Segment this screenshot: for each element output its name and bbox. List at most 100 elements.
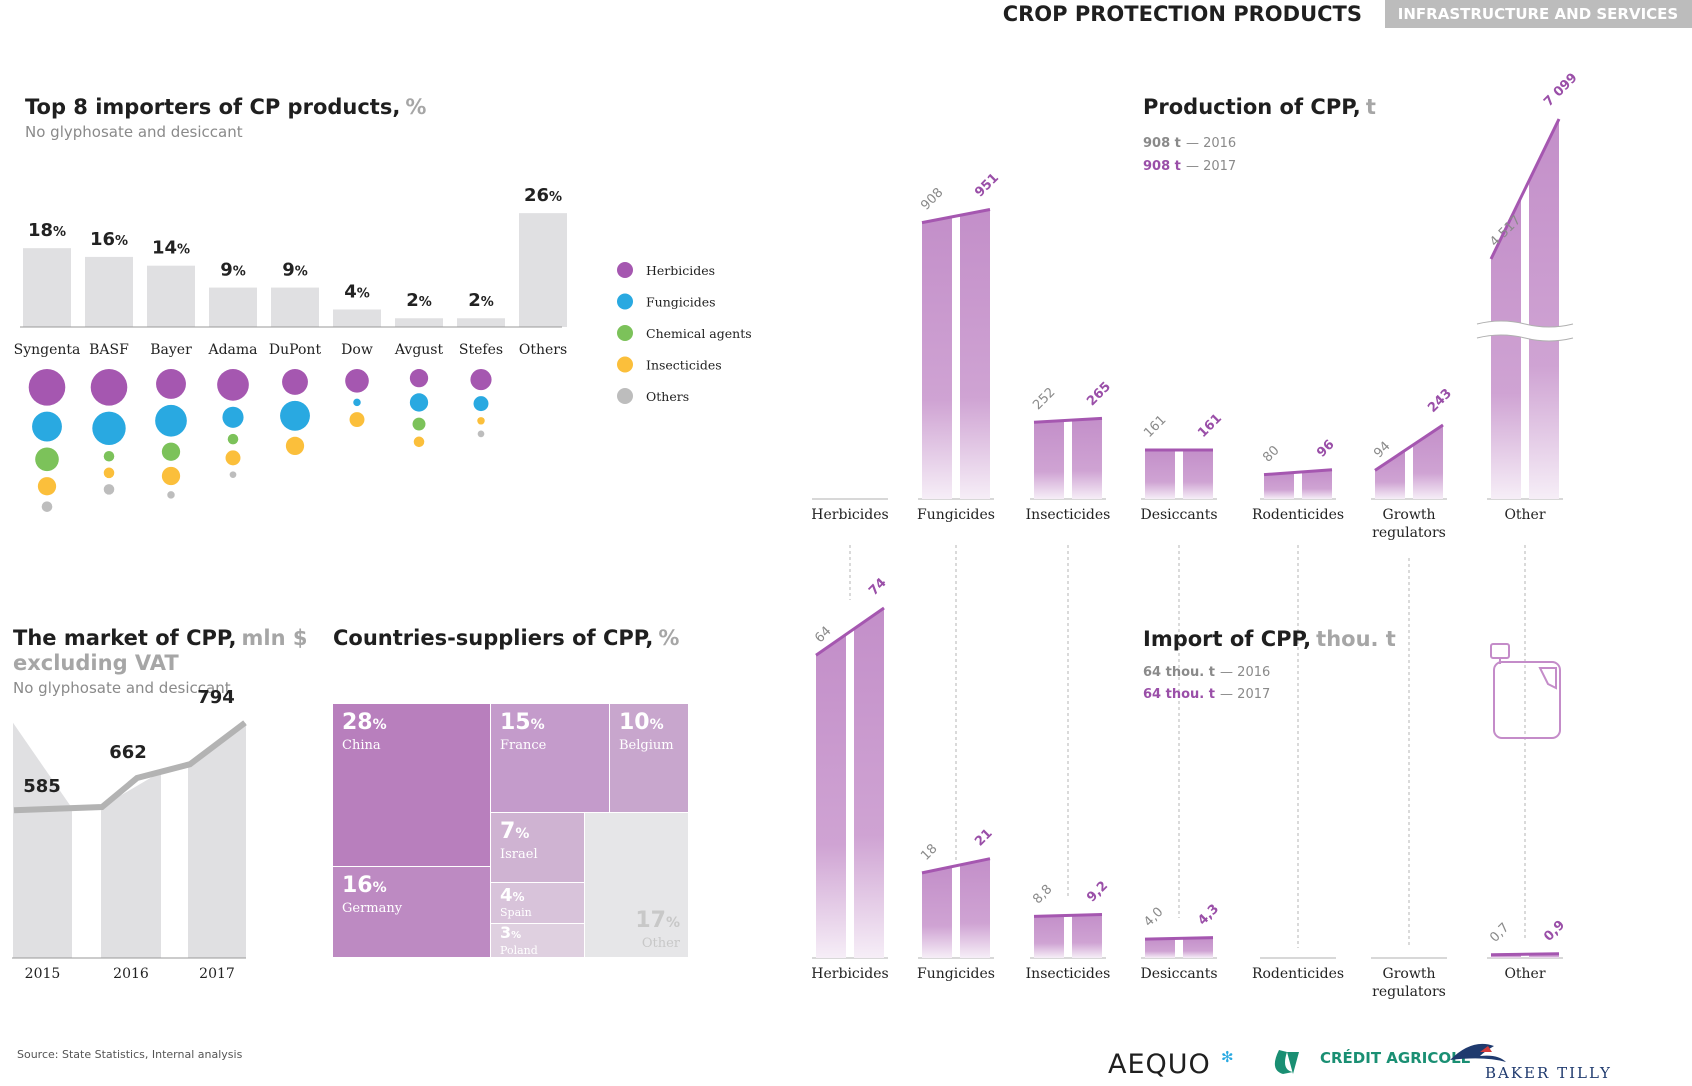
category-label: Fungicides [917, 507, 995, 523]
market-value-label: 794 [197, 687, 235, 708]
importer-bubble-insecticides [161, 466, 181, 486]
importer-bubble-herbicides [90, 369, 128, 406]
value-label-2017: 96 [1314, 437, 1337, 460]
legend-label: Others [646, 389, 689, 404]
axis-break-line [1476, 334, 1574, 342]
treemap-value-label: 16% [342, 873, 387, 898]
importer-bubble-fungicides [353, 398, 361, 407]
importer-value-label: 18% [28, 220, 66, 241]
treemap-cell-spain [491, 883, 584, 923]
treemap-country-label: Spain [500, 906, 532, 919]
value-label-2017: 161 [1195, 411, 1225, 441]
production-legend-2016: 908 t — 2016 [1143, 132, 1236, 151]
importer-bubble-insecticides [37, 477, 57, 496]
importer-value-label: 9% [220, 260, 246, 281]
value-label-2017: 951 [972, 171, 1002, 201]
treemap-value-label: 10% [619, 710, 664, 735]
category-label: Rodenticides [1252, 966, 1344, 982]
bar-2016 [1145, 449, 1175, 499]
importer-bubble-herbicides [409, 369, 429, 388]
importer-bubble-chemical-agents [35, 447, 59, 472]
bar-2016 [1034, 420, 1064, 499]
importer-bubble-fungicides [280, 400, 310, 431]
importer-value-label: 26% [524, 185, 562, 206]
bar-2016 [1034, 915, 1064, 958]
importer-bubble-fungicides [473, 396, 489, 412]
treemap-cell-israel [491, 813, 584, 882]
category-label: Rodenticides [1252, 507, 1344, 523]
bar-top-line [1263, 468, 1333, 477]
category-label: regulators [1372, 984, 1446, 1000]
bar-2017 [854, 607, 884, 958]
bar-top-line [921, 857, 991, 875]
svg-text:BAKER TILLY: BAKER TILLY [1485, 1064, 1612, 1082]
importer-bubble-fungicides [222, 406, 244, 428]
bar-2016 [1145, 938, 1175, 958]
credit-agricole-logo: CRÉDIT AGRICOLE [1274, 1048, 1471, 1074]
value-label-2016: 252 [1030, 385, 1058, 413]
importer-category-label: Dow [341, 342, 373, 358]
legend-swatch [617, 356, 633, 373]
market-area: 2015 2016 2017 585 662 794 [12, 687, 247, 982]
bar-top-line [1490, 952, 1560, 957]
category-label: Growth [1383, 966, 1436, 982]
infrastructure-tab[interactable] [1385, 0, 1692, 28]
production-legend-2017: 908 t — 2017 [1143, 155, 1236, 174]
treemap-cell-other [585, 813, 688, 957]
product-legend: Herbicides Fungicides Chemical agents Insec… [617, 262, 752, 404]
importer-category-label: DuPont [269, 342, 322, 358]
category-label: Other [1504, 507, 1545, 523]
source-note: Source: State Statistics, Internal analy… [17, 1048, 243, 1061]
importer-category-label: Adama [207, 342, 257, 358]
bar-2016 [922, 866, 952, 958]
svg-text:AEQUO: AEQUO [1108, 1049, 1211, 1080]
category-label: Other [1504, 966, 1545, 982]
importers-bubbles [28, 369, 492, 512]
market-trend-line [13, 720, 247, 814]
production-title: Production of CPP, t [1143, 95, 1376, 119]
legend-swatch [617, 262, 633, 278]
treemap-country-label: Belgium [619, 738, 674, 753]
svg-text:✻: ✻ [1221, 1048, 1234, 1066]
bar-top-line [1033, 416, 1103, 424]
market-chart: The market of CPP, mln $ excluding VAT N… [12, 626, 307, 982]
bar-2016 [1375, 450, 1405, 499]
treemap-country-label: Israel [500, 847, 538, 862]
importers-chart: Top 8 importers of CP products, % No gly… [14, 95, 567, 512]
value-label-2017: 7 099 [1541, 70, 1580, 109]
importer-category-label: BASF [89, 342, 129, 358]
importer-bubble-chemical-agents [412, 417, 426, 431]
category-label: Desiccants [1140, 966, 1217, 982]
importer-bubble-fungicides [32, 411, 62, 442]
bar-2016 [816, 634, 846, 958]
value-label-2017: 265 [1084, 379, 1114, 409]
legend-label: Herbicides [646, 263, 715, 278]
importer-bubble-herbicides [28, 369, 66, 406]
importer-bubble-herbicides [470, 369, 492, 391]
bar-top-line [1374, 423, 1444, 472]
importer-bubble-chemical-agents [103, 450, 115, 462]
treemap-cell-belgium [610, 704, 688, 812]
importer-bubble-insecticides [349, 412, 365, 428]
import-chart: Import of CPP, thou. t 64 thou. t — 2016… [811, 575, 1568, 1000]
legend-label: Fungicides [646, 295, 716, 310]
treemap-cell-germany [333, 867, 490, 957]
value-label-2017: 0,9 [1541, 918, 1568, 945]
value-label-2017: 243 [1425, 386, 1455, 416]
importer-bubble-fungicides [92, 411, 126, 445]
bar-top-line [1489, 118, 1561, 260]
market-area-segment [13, 722, 72, 958]
value-label-2016: 80 [1260, 443, 1282, 465]
importer-bubble-others [477, 430, 485, 438]
importer-bubble-fungicides [409, 393, 429, 412]
importer-bar [395, 318, 443, 327]
legend-swatch [617, 388, 633, 404]
bar-2016 [922, 216, 952, 500]
importer-bubble-others [103, 484, 115, 495]
page-footer: Source: State Statistics, Internal analy… [17, 1043, 1612, 1082]
value-label-2016: 4,0 [1141, 905, 1166, 930]
bar-2017 [960, 858, 990, 958]
market-year-label: 2016 [113, 966, 149, 982]
market-year-label: 2017 [199, 966, 235, 982]
